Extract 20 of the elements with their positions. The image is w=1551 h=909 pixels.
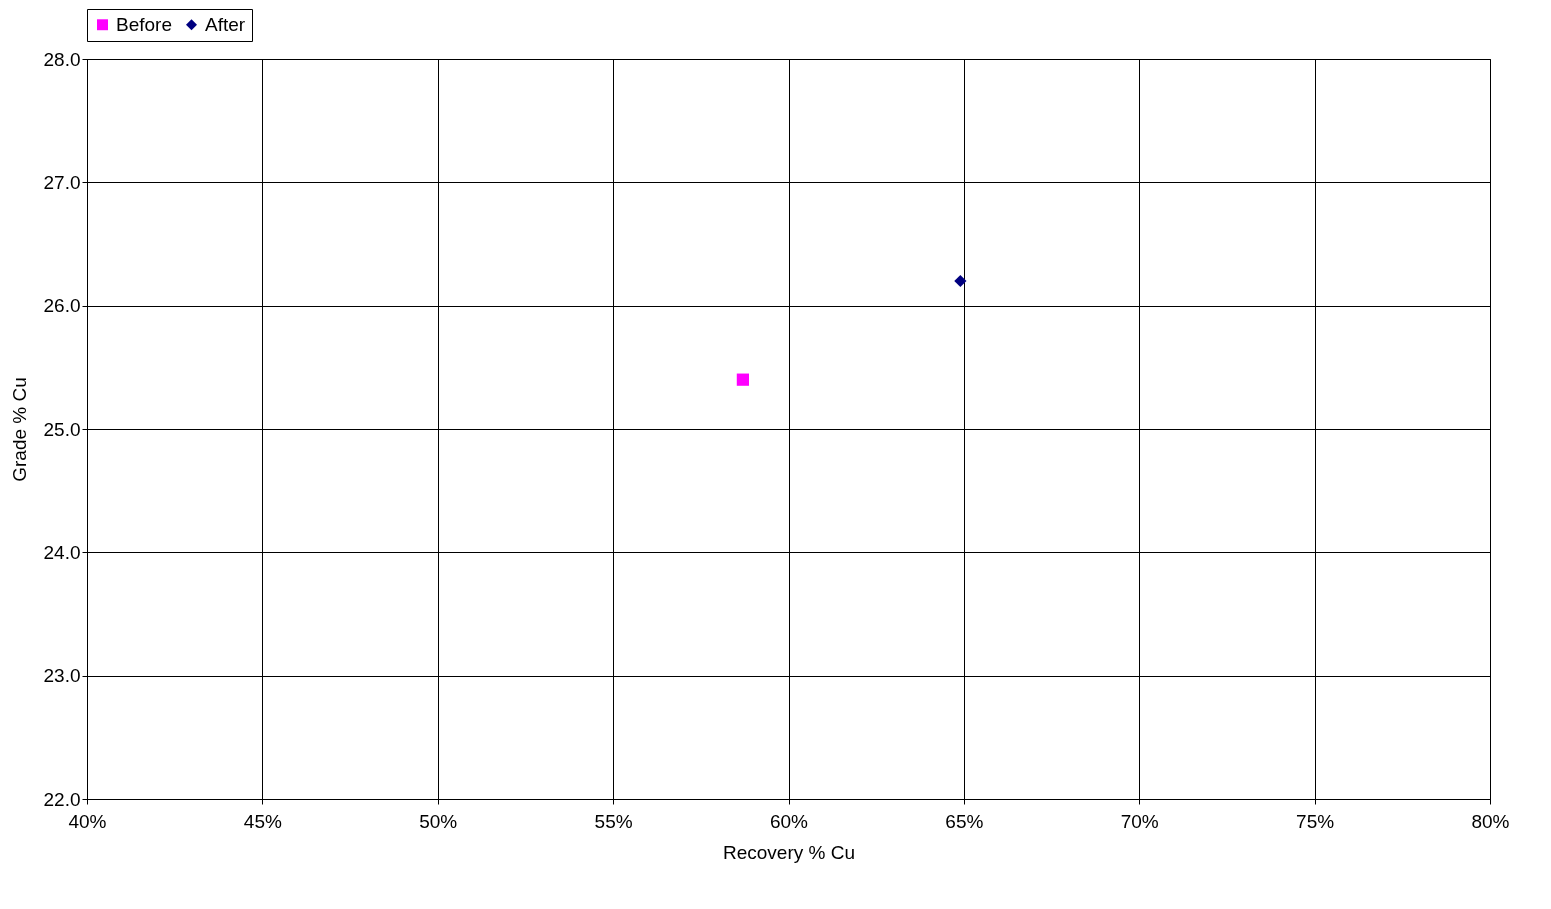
y-axis-title: Grade % Cu — [8, 377, 30, 482]
y-tick-label: 25.0 — [43, 418, 81, 440]
y-tick-label: 23.0 — [43, 665, 81, 687]
x-tick-label: 75% — [1296, 810, 1335, 832]
y-tick-label: 28.0 — [43, 48, 81, 70]
x-axis-title: Recovery % Cu — [723, 841, 855, 863]
x-tick-label: 50% — [419, 810, 458, 832]
x-tick-label: 40% — [68, 810, 107, 832]
y-tick-label: 26.0 — [43, 295, 81, 317]
y-tick-label: 27.0 — [43, 171, 81, 193]
x-tick-label: 70% — [1120, 810, 1159, 832]
y-tick-label: 24.0 — [43, 541, 81, 563]
x-tick-label: 80% — [1471, 810, 1510, 832]
x-tick-label: 55% — [594, 810, 633, 832]
y-tick-label: 22.0 — [43, 788, 81, 810]
x-tick-label: 60% — [769, 810, 809, 832]
legend-label: After — [205, 13, 246, 35]
x-tick-label: 65% — [945, 810, 984, 832]
legend-label: Before — [116, 13, 172, 35]
x-tick-label: 45% — [243, 810, 282, 832]
